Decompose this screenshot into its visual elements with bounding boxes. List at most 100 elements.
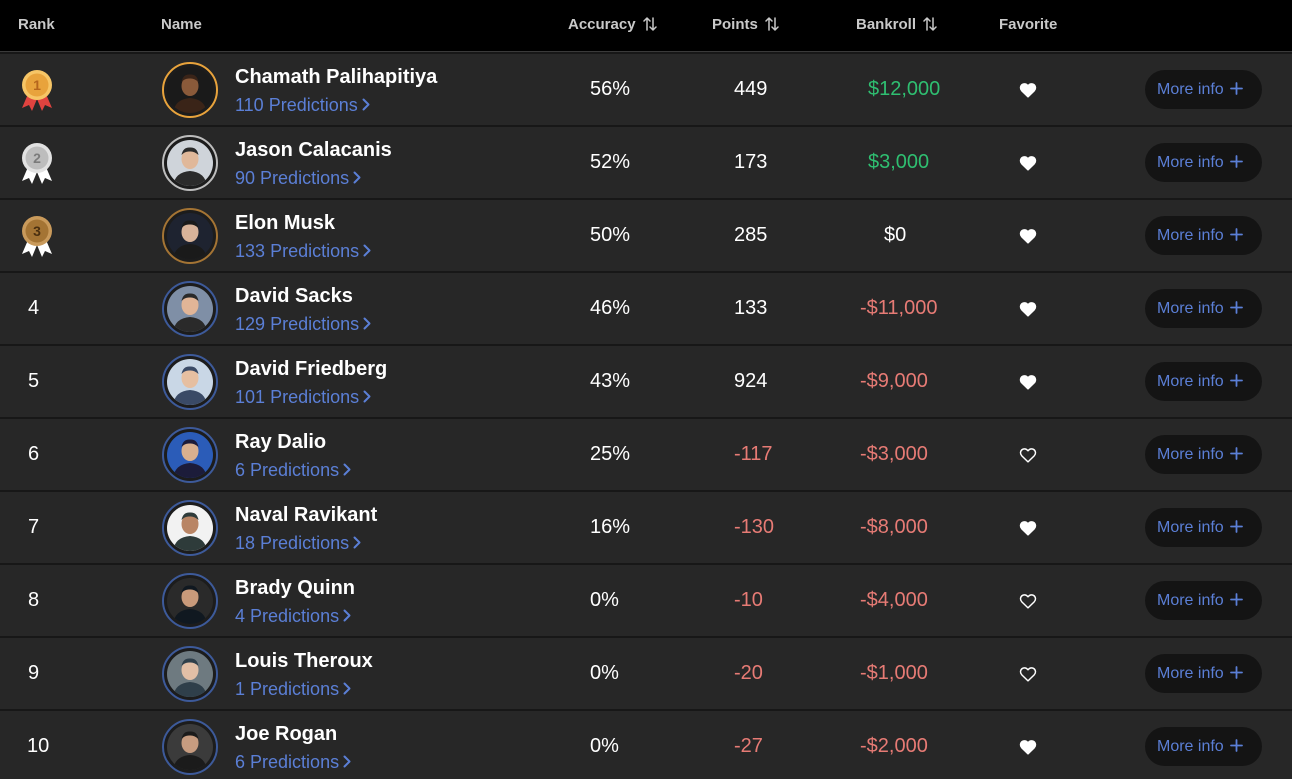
points-value: -117	[734, 443, 773, 465]
plus-icon	[1229, 446, 1243, 460]
plus-icon	[1229, 227, 1243, 241]
sort-arrows-icon[interactable]	[765, 16, 779, 32]
predictions-label: Predictions	[250, 606, 340, 626]
more-info-button[interactable]: More info	[1145, 143, 1262, 182]
header-points[interactable]: Points	[712, 0, 779, 50]
plus-icon	[1229, 592, 1243, 606]
sort-arrows-icon[interactable]	[923, 16, 937, 32]
chevron-right-icon	[343, 755, 351, 768]
accuracy-value: 52%	[590, 151, 631, 173]
header-bankroll[interactable]: Bankroll	[856, 0, 937, 50]
predictions-label: Predictions	[250, 752, 340, 772]
more-info-button[interactable]: More info	[1145, 216, 1262, 255]
svg-text:1: 1	[33, 77, 41, 93]
svg-text:3: 3	[33, 223, 41, 239]
predictions-count: 18	[235, 533, 256, 553]
points-value: -10	[734, 589, 763, 611]
person-name: Chamath Palihapitiya	[235, 66, 438, 88]
plus-icon	[1229, 154, 1243, 168]
avatar	[162, 719, 218, 775]
more-info-button[interactable]: More info	[1145, 508, 1262, 547]
predictions-count: 6	[235, 460, 246, 480]
avatar-portrait-icon	[167, 213, 213, 259]
predictions-link[interactable]: 90 Predictions	[235, 168, 361, 189]
predictions-link[interactable]: 1 Predictions	[235, 679, 351, 700]
bankroll-value: $12,000	[868, 78, 941, 100]
more-info-label: More info	[1157, 154, 1224, 171]
predictions-link[interactable]: 133 Predictions	[235, 241, 371, 262]
heart-outline-icon[interactable]	[1019, 666, 1037, 682]
accuracy-value: 0%	[590, 589, 619, 611]
predictions-link[interactable]: 6 Predictions	[235, 752, 351, 773]
predictions-link[interactable]: 101 Predictions	[235, 387, 371, 408]
heart-filled-icon[interactable]	[1019, 228, 1037, 244]
predictions-label: Predictions	[268, 95, 358, 115]
predictions-count: 6	[235, 752, 246, 772]
predictions-label: Predictions	[270, 314, 360, 334]
more-info-button[interactable]: More info	[1145, 289, 1262, 328]
more-info-button[interactable]: More info	[1145, 70, 1262, 109]
rank-number: 6	[28, 443, 40, 465]
bankroll-value: -$8,000	[860, 516, 928, 538]
predictions-label: Predictions	[250, 679, 340, 699]
chevron-right-icon	[353, 536, 361, 549]
bankroll-value: -$4,000	[860, 589, 928, 611]
avatar-portrait-icon	[167, 359, 213, 405]
avatar-portrait-icon	[167, 505, 213, 551]
sort-arrows-icon[interactable]	[642, 16, 657, 32]
predictions-link[interactable]: 129 Predictions	[235, 314, 371, 335]
predictions-label: Predictions	[260, 533, 350, 553]
chevron-right-icon	[363, 317, 371, 330]
more-info-label: More info	[1157, 227, 1224, 244]
person-name: Joe Rogan	[235, 723, 338, 745]
points-value: 173	[734, 151, 768, 173]
avatar	[162, 500, 218, 556]
heart-filled-icon[interactable]	[1019, 82, 1037, 98]
heart-filled-icon[interactable]	[1019, 739, 1037, 755]
chevron-right-icon	[362, 98, 370, 111]
table-row: 5 David Friedberg 101 Predictions 43% 92…	[0, 344, 1292, 417]
chevron-right-icon	[353, 171, 361, 184]
plus-icon	[1229, 81, 1243, 95]
more-info-button[interactable]: More info	[1145, 362, 1262, 401]
plus-icon	[1229, 519, 1243, 533]
accuracy-value: 46%	[590, 297, 631, 319]
heart-filled-icon[interactable]	[1019, 155, 1037, 171]
heart-outline-icon[interactable]	[1019, 447, 1037, 463]
avatar-portrait-icon	[167, 67, 213, 113]
plus-icon	[1229, 300, 1243, 314]
heart-filled-icon[interactable]	[1019, 374, 1037, 390]
more-info-label: More info	[1157, 373, 1224, 390]
avatar-portrait-icon	[167, 651, 213, 697]
more-info-label: More info	[1157, 81, 1224, 98]
predictions-link[interactable]: 110 Predictions	[235, 95, 370, 116]
rank-number: 9	[28, 662, 40, 684]
predictions-label: Predictions	[270, 241, 360, 261]
more-info-label: More info	[1157, 738, 1224, 755]
more-info-button[interactable]: More info	[1145, 581, 1262, 620]
person-name: Naval Ravikant	[235, 504, 378, 526]
predictions-link[interactable]: 6 Predictions	[235, 460, 351, 481]
predictions-link[interactable]: 18 Predictions	[235, 533, 361, 554]
plus-icon	[1229, 665, 1243, 679]
avatar	[162, 135, 218, 191]
predictions-link[interactable]: 4 Predictions	[235, 606, 351, 627]
avatar-image	[167, 67, 213, 113]
person-name: Ray Dalio	[235, 431, 327, 453]
more-info-button[interactable]: More info	[1145, 435, 1262, 474]
more-info-button[interactable]: More info	[1145, 654, 1262, 693]
avatar	[162, 427, 218, 483]
points-value: -20	[734, 662, 763, 684]
accuracy-value: 0%	[590, 662, 619, 684]
heart-filled-icon[interactable]	[1019, 301, 1037, 317]
heart-filled-icon[interactable]	[1019, 520, 1037, 536]
more-info-button[interactable]: More info	[1145, 727, 1262, 766]
accuracy-value: 25%	[590, 443, 631, 465]
heart-outline-icon[interactable]	[1019, 593, 1037, 609]
avatar-image	[167, 213, 213, 259]
avatar-image	[167, 359, 213, 405]
avatar	[162, 62, 218, 118]
bronze-medal-icon: 3	[22, 216, 52, 257]
header-accuracy[interactable]: Accuracy	[568, 0, 657, 50]
more-info-label: More info	[1157, 519, 1224, 536]
